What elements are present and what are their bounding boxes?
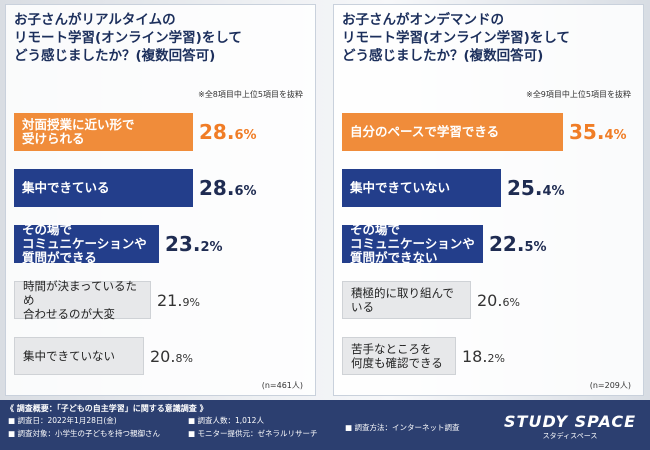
- bar-label: 集中できていない: [350, 180, 451, 195]
- value-label: 28. 6%: [199, 113, 257, 151]
- chart-panel-realtime: お子さんがリアルタイムの リモート学習(オンライン学習)をして どう感じましたか…: [5, 4, 316, 396]
- title-line: お子さんがオンデマンドの: [342, 12, 504, 28]
- survey-date: ■ 調査日：2022年1月28日(金): [8, 416, 117, 425]
- survey-footer: 《 調査概要：「子どもの自主学習」に関する意識調査 》 ■ 調査日：2022年1…: [0, 400, 650, 450]
- bar-label: 自分のペースで学習できる: [350, 124, 500, 139]
- bar-label: 苦手なところを 何度も確認できる: [351, 342, 443, 370]
- chart-title: お子さんがオンデマンドの リモート学習(オンライン学習)をして どう感じましたか…: [342, 11, 642, 65]
- survey-title: 《 調査概要：「子どもの自主学習」に関する意識調査 》: [6, 404, 208, 413]
- title-line: リモート学習(オンライン学習)をして: [342, 30, 570, 46]
- survey-provider: ■ モニター提供元：ゼネラルリサーチ: [188, 429, 318, 438]
- bar: 集中できていない: [14, 337, 144, 375]
- brand-logo: STUDY SPACE スタディスペース: [504, 412, 636, 441]
- title-line: どう感じましたか？(複数回答可): [342, 48, 544, 64]
- brand-name: STUDY SPACE: [504, 412, 636, 431]
- value-label: 35. 4%: [569, 113, 627, 151]
- value-integer: 18.: [462, 346, 488, 366]
- value-label: 28. 6%: [199, 169, 257, 207]
- bar: 自分のペースで学習できる: [342, 113, 563, 151]
- value-decimal: 8%: [175, 351, 193, 365]
- value-decimal: 6%: [234, 183, 257, 199]
- survey-count: ■ 調査人数：1,012人: [188, 416, 264, 425]
- bar-label: その場で コミュニケーションや 質問ができない: [350, 222, 475, 265]
- value-decimal: 5%: [524, 239, 547, 255]
- value-decimal: 2%: [200, 239, 223, 255]
- bar: 時間が決まっているため 合わせるのが大変: [14, 279, 151, 321]
- value-label: 20. 6%: [477, 281, 520, 319]
- sample-size: (n=461人): [261, 381, 303, 390]
- bar-label: 時間が決まっているため 合わせるのが大変: [23, 279, 137, 321]
- value-decimal: 6%: [502, 295, 520, 309]
- bar: 積極的に取り組んでいる: [342, 281, 471, 319]
- chart-note: ※全8項目中上位5項目を抜粋: [198, 90, 303, 99]
- value-decimal: 4%: [542, 183, 565, 199]
- value-integer: 20.: [150, 346, 176, 366]
- value-label: 22. 5%: [489, 225, 547, 263]
- bar-label: 集中できている: [22, 180, 110, 195]
- value-label: 25. 4%: [507, 169, 565, 207]
- bar: 集中できていない: [342, 169, 501, 207]
- value-label: 23. 2%: [165, 225, 223, 263]
- sample-size: (n=209人): [589, 381, 631, 390]
- title-line: お子さんがリアルタイムの: [14, 12, 176, 28]
- bar: その場で コミュニケーションや 質問ができる: [14, 222, 159, 265]
- value-decimal: 6%: [234, 127, 257, 143]
- bar: 苦手なところを 何度も確認できる: [342, 337, 456, 375]
- title-line: どう感じましたか？(複数回答可): [14, 48, 216, 64]
- value-integer: 25.: [507, 176, 543, 200]
- bar: 対面授業に近い形で 受けられる: [14, 113, 193, 151]
- chart-panel-ondemand: お子さんがオンデマンドの リモート学習(オンライン学習)をして どう感じましたか…: [333, 4, 644, 396]
- chart-note: ※全9項目中上位5項目を抜粋: [526, 90, 631, 99]
- brand-kana: スタディスペース: [542, 432, 598, 440]
- value-integer: 22.: [489, 232, 525, 256]
- value-integer: 20.: [477, 290, 503, 310]
- bar: その場で コミュニケーションや 質問ができない: [342, 222, 483, 265]
- value-label: 21. 9%: [157, 281, 200, 319]
- bar-label: その場で コミュニケーションや 質問ができる: [22, 222, 147, 265]
- bar-label: 集中できていない: [23, 349, 115, 363]
- bar-label: 積極的に取り組んでいる: [351, 286, 454, 314]
- value-decimal: 9%: [182, 295, 200, 309]
- value-label: 20. 8%: [150, 337, 193, 375]
- value-integer: 23.: [165, 232, 201, 256]
- value-label: 18. 2%: [462, 337, 505, 375]
- bar: 集中できている: [14, 169, 193, 207]
- value-integer: 28.: [199, 120, 235, 144]
- value-integer: 35.: [569, 120, 605, 144]
- survey-target: ■ 調査対象：小学生の子どもを持つ親御さん: [8, 429, 160, 438]
- value-integer: 21.: [157, 290, 183, 310]
- value-decimal: 4%: [604, 127, 627, 143]
- bar-label: 対面授業に近い形で 受けられる: [22, 117, 135, 146]
- chart-title: お子さんがリアルタイムの リモート学習(オンライン学習)をして どう感じましたか…: [14, 11, 314, 65]
- survey-method: ■ 調査方法：インターネット調査: [345, 423, 460, 432]
- value-decimal: 2%: [487, 351, 505, 365]
- value-integer: 28.: [199, 176, 235, 200]
- title-line: リモート学習(オンライン学習)をして: [14, 30, 242, 46]
